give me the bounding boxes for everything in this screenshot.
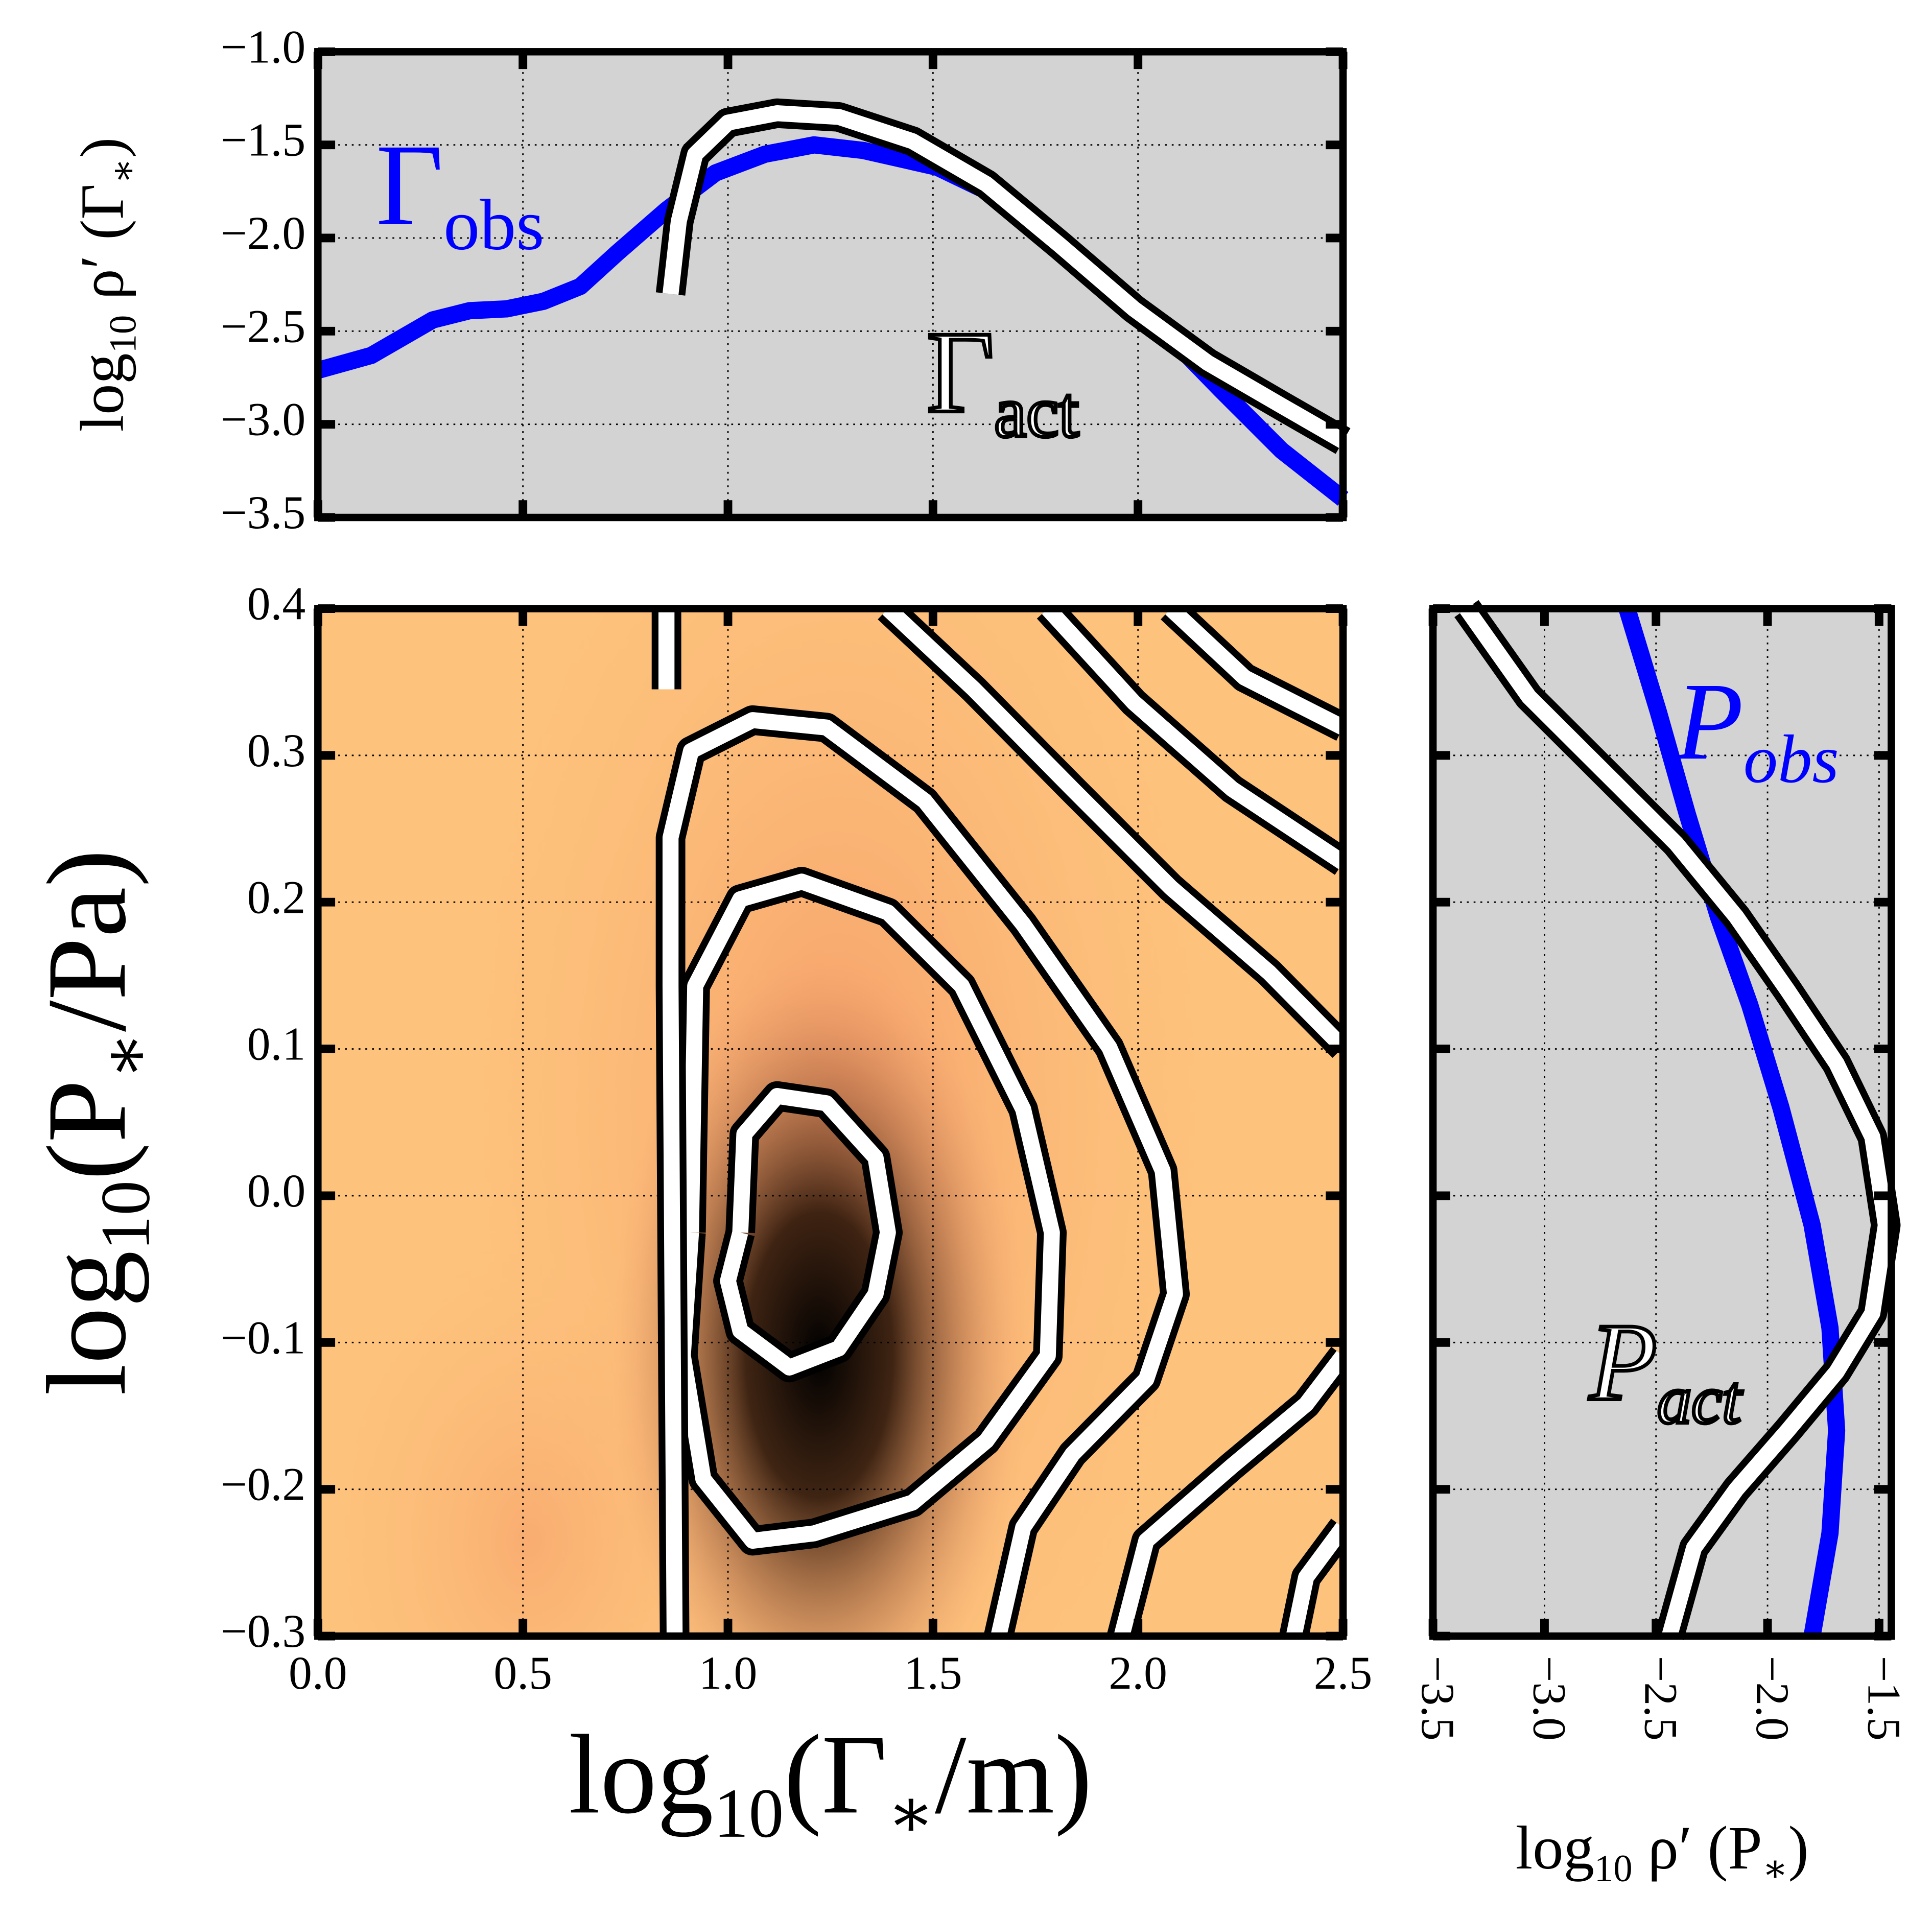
label-part: act <box>994 371 1079 452</box>
label-part: P <box>1675 660 1743 783</box>
x-tick-label: 1.0 <box>699 1647 758 1699</box>
x-tick-label: 0.5 <box>493 1647 552 1699</box>
x-tick-label: 0.0 <box>289 1647 347 1699</box>
label-part: obs <box>443 184 544 265</box>
series-label: Pobs <box>1675 660 1839 797</box>
plot-background <box>1433 608 1892 1637</box>
series-line <box>1459 604 1894 1639</box>
contour-line <box>1286 1523 1344 1637</box>
contour-line <box>1114 1351 1344 1637</box>
label-part: Γ <box>376 120 443 249</box>
contour-line <box>675 873 1060 1549</box>
contour-line <box>720 1087 896 1376</box>
x-tick-label: 1.5 <box>904 1647 962 1699</box>
y-tick-label: 0.2 <box>247 871 306 923</box>
label-part: log <box>68 353 136 432</box>
label-part: 10 <box>714 1773 784 1852</box>
contour-line <box>1165 608 1344 735</box>
y-tick-label: −3.0 <box>221 393 305 445</box>
x-tick-label: −2.5 <box>1635 1656 1687 1741</box>
contour-line <box>882 608 1344 1053</box>
label-part: obs <box>1743 721 1839 797</box>
label-part: 10 <box>102 315 145 353</box>
x-axis-label: log10(Γ∗/m) <box>569 1711 1092 1852</box>
label-part: 10 <box>1594 1848 1633 1890</box>
label-part: act <box>1657 1362 1743 1438</box>
y-tick-label: 0.4 <box>247 578 306 630</box>
x-axis-label: log10 ρ′ (P∗) <box>1516 1814 1809 1890</box>
label-part: log <box>1516 1814 1594 1882</box>
contour-line <box>1042 608 1344 869</box>
x-tick-label: −2.0 <box>1747 1656 1799 1741</box>
y-tick-label: −0.1 <box>221 1311 305 1363</box>
label-part: (Γ <box>784 1711 887 1837</box>
label-part: log <box>23 1250 149 1395</box>
label-part: ρ′ (P <box>1633 1814 1762 1882</box>
contour-line <box>662 712 1183 1637</box>
plot-area <box>1454 600 1901 1640</box>
y-tick-label: −1.5 <box>221 114 305 166</box>
y-tick-label: 0.3 <box>247 724 306 776</box>
label-part: (P <box>23 1080 149 1180</box>
label-part: ∗ <box>86 1032 164 1080</box>
x-tick-label: −1.5 <box>1858 1656 1910 1741</box>
plot-area <box>651 608 1344 1637</box>
plot-frame <box>314 605 1347 1640</box>
y-tick-label: −1.0 <box>221 20 305 73</box>
x-tick-label: −3.5 <box>1412 1656 1464 1741</box>
y-tick-label: 0.1 <box>247 1018 306 1070</box>
label-part: log <box>569 1711 714 1837</box>
label-part: Γ <box>927 307 994 437</box>
series-label: Pact <box>1588 1300 1743 1438</box>
plot-area <box>315 98 1351 506</box>
x-tick-label: 2.5 <box>1314 1647 1373 1699</box>
y-tick-label: 0.0 <box>247 1165 306 1217</box>
label-part: ) <box>1788 1814 1809 1882</box>
label-part: 10 <box>86 1180 164 1251</box>
series-line <box>1618 606 1846 1638</box>
label-part: ) <box>68 137 136 158</box>
label-part: P <box>1588 1300 1657 1423</box>
label-part: ∗ <box>887 1773 935 1852</box>
x-tick-label: 2.0 <box>1109 1647 1167 1699</box>
label-part: ∗ <box>102 158 145 184</box>
y-tick-label: −0.3 <box>221 1605 305 1657</box>
series-label: Γobs <box>376 120 545 265</box>
y-tick-label: −0.2 <box>221 1458 305 1510</box>
label-part: /m) <box>935 1711 1092 1837</box>
y-axis-label: log10(P∗/Pa) <box>23 849 164 1395</box>
plot-frame <box>314 48 1347 522</box>
label-part: ∗ <box>1762 1848 1788 1890</box>
label-part: /Pa) <box>23 849 149 1032</box>
y-tick-label: −2.5 <box>221 300 305 352</box>
label-part: ρ′ (Γ <box>68 184 136 315</box>
y-axis-label: log10 ρ′ (Γ∗) <box>68 137 145 432</box>
x-tick-label: −3.0 <box>1523 1656 1575 1741</box>
series-label: Γact <box>927 307 1079 452</box>
plot-frame <box>1429 605 1895 1640</box>
y-tick-label: −3.5 <box>221 486 305 538</box>
series-line <box>663 105 1347 448</box>
y-tick-label: −2.0 <box>221 207 305 259</box>
